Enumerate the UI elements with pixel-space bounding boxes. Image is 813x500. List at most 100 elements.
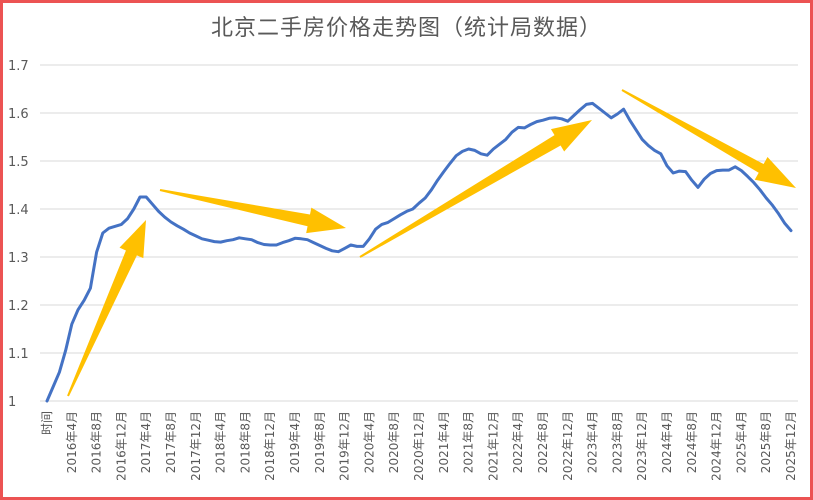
data-point bbox=[777, 212, 780, 215]
data-point bbox=[455, 154, 458, 157]
data-point bbox=[380, 223, 383, 226]
data-point bbox=[64, 349, 67, 352]
data-point bbox=[498, 143, 501, 146]
y-tick-label: 1.6 bbox=[8, 107, 29, 122]
data-point bbox=[225, 239, 228, 242]
data-point bbox=[616, 112, 619, 115]
data-point bbox=[275, 244, 278, 247]
x-tick-label: 2024年4月 bbox=[660, 411, 674, 473]
data-point bbox=[132, 208, 135, 211]
data-point bbox=[709, 172, 712, 175]
data-point bbox=[653, 149, 656, 152]
data-point bbox=[529, 123, 532, 126]
x-tick-label: 2019年8月 bbox=[313, 411, 327, 473]
data-point bbox=[591, 102, 594, 105]
y-axis-ticks: 1 1.1 1.2 1.3 1.4 1.5 1.6 1.7 bbox=[8, 59, 29, 410]
data-point bbox=[566, 120, 569, 123]
data-point bbox=[95, 251, 98, 254]
data-point bbox=[765, 196, 768, 199]
annotation-arrow bbox=[621, 89, 796, 188]
data-point bbox=[659, 152, 662, 155]
data-point bbox=[368, 237, 371, 240]
x-tick-label: 2016年8月 bbox=[90, 411, 104, 473]
data-point bbox=[554, 116, 557, 119]
annotation-arrow bbox=[359, 120, 592, 258]
data-point bbox=[201, 237, 204, 240]
x-tick-label: 2016年12月 bbox=[114, 411, 128, 481]
data-point bbox=[628, 119, 631, 122]
data-point bbox=[517, 126, 520, 129]
data-point bbox=[70, 323, 73, 326]
data-point bbox=[548, 117, 551, 120]
y-tick-label: 1.5 bbox=[8, 155, 29, 170]
x-tick-label: 2022年8月 bbox=[536, 411, 550, 473]
data-point bbox=[759, 188, 762, 191]
data-point bbox=[635, 128, 638, 131]
data-point bbox=[374, 228, 377, 231]
data-point bbox=[461, 150, 464, 153]
series-line bbox=[45, 101, 793, 403]
chart-title: 北京二手房价格走势图（统计局数据） bbox=[210, 16, 602, 41]
data-point bbox=[399, 213, 402, 216]
data-point bbox=[622, 108, 625, 111]
data-point bbox=[176, 224, 179, 227]
data-point bbox=[46, 400, 49, 403]
data-point bbox=[771, 204, 774, 207]
annotation-arrows bbox=[67, 89, 796, 397]
x-tick-label: 2023年12月 bbox=[635, 411, 649, 481]
data-point bbox=[312, 241, 315, 244]
data-point bbox=[139, 196, 142, 199]
data-point bbox=[77, 308, 80, 311]
x-tick-label: 2019年12月 bbox=[338, 411, 352, 481]
x-tick-label: 2018年8月 bbox=[238, 411, 252, 473]
data-point bbox=[157, 210, 160, 213]
y-tick-label: 1.1 bbox=[8, 347, 29, 362]
data-point bbox=[703, 178, 706, 181]
x-tick-label: 2021年8月 bbox=[462, 411, 476, 473]
data-point bbox=[219, 241, 222, 244]
data-point bbox=[684, 170, 687, 173]
data-point bbox=[511, 131, 514, 134]
x-tick-label: 2022年12月 bbox=[561, 411, 575, 481]
x-tick-label: 2025年12月 bbox=[784, 411, 798, 481]
data-point bbox=[151, 203, 154, 206]
data-point bbox=[486, 154, 489, 157]
data-point bbox=[424, 196, 427, 199]
data-point bbox=[690, 179, 693, 182]
data-point bbox=[182, 228, 185, 231]
data-point bbox=[405, 210, 408, 213]
data-point bbox=[362, 245, 365, 248]
data-point bbox=[573, 114, 576, 117]
data-point bbox=[331, 249, 334, 252]
data-point bbox=[126, 217, 129, 220]
data-point bbox=[715, 169, 718, 172]
data-point bbox=[430, 188, 433, 191]
x-tick-label: 2022年4月 bbox=[511, 411, 525, 473]
data-point bbox=[325, 247, 328, 250]
data-point bbox=[170, 220, 173, 223]
data-point bbox=[58, 371, 61, 374]
data-point bbox=[188, 232, 191, 235]
data-point bbox=[418, 202, 421, 205]
data-point bbox=[597, 107, 600, 110]
data-point bbox=[579, 108, 582, 111]
data-point bbox=[442, 170, 445, 173]
data-point bbox=[641, 138, 644, 141]
data-point bbox=[604, 112, 607, 115]
x-tick-label: 2025年4月 bbox=[734, 411, 748, 473]
data-point bbox=[356, 245, 359, 248]
x-tick-label: 2023年4月 bbox=[586, 411, 600, 473]
data-point bbox=[535, 120, 538, 123]
data-point bbox=[387, 221, 390, 224]
data-point bbox=[666, 164, 669, 167]
data-point bbox=[145, 196, 148, 199]
x-tick-label: 2020年12月 bbox=[412, 411, 426, 481]
data-point bbox=[585, 103, 588, 106]
data-point bbox=[207, 239, 210, 242]
data-point bbox=[480, 152, 483, 155]
x-tick-label: 2021年4月 bbox=[437, 411, 451, 473]
x-tick-label: 2020年4月 bbox=[362, 411, 376, 473]
data-point bbox=[610, 116, 613, 119]
x-tick-label: 2016年4月 bbox=[65, 411, 79, 473]
